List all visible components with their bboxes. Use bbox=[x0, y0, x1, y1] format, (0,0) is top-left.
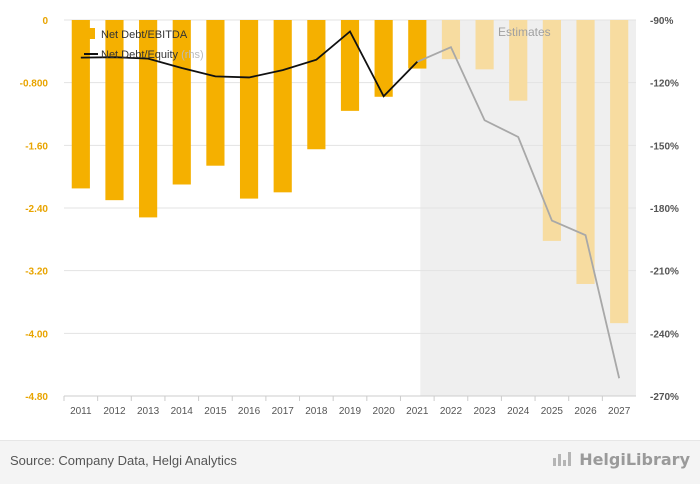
y-tick-label: -1.60 bbox=[25, 141, 48, 152]
bar-2019 bbox=[340, 20, 360, 111]
y2-tick-label: -150% bbox=[650, 141, 679, 152]
bar-2012 bbox=[105, 20, 124, 201]
bar-2023 bbox=[475, 20, 494, 70]
y2-tick-label: -90% bbox=[650, 16, 673, 27]
bar-2025 bbox=[542, 20, 561, 241]
y-tick-label: -0.800 bbox=[20, 79, 49, 90]
bar-2016 bbox=[239, 20, 259, 199]
x-tick-label: 2022 bbox=[440, 406, 463, 417]
y2-tick-label: -240% bbox=[650, 329, 679, 340]
footer: Source: Company Data, Helgi Analytics He… bbox=[0, 440, 700, 484]
bar-2027 bbox=[610, 20, 629, 324]
bar-2011 bbox=[71, 20, 90, 189]
bar-2022 bbox=[441, 20, 461, 60]
bar-2015 bbox=[206, 20, 225, 166]
x-tick-label: 2027 bbox=[608, 406, 631, 417]
y-tick-label: -2.40 bbox=[25, 204, 48, 215]
x-tick-label: 2016 bbox=[238, 406, 261, 417]
bar-2018 bbox=[307, 20, 326, 150]
bar-2024 bbox=[509, 20, 528, 101]
y2-tick-label: -270% bbox=[650, 392, 679, 403]
y-tick-label: -3.20 bbox=[25, 267, 48, 278]
y2-tick-label: -210% bbox=[650, 267, 679, 278]
legend-label-line: Net Debt/Equity (rhs) bbox=[101, 49, 204, 61]
x-tick-label: 2013 bbox=[137, 406, 160, 417]
bar-2021 bbox=[408, 20, 427, 69]
line-series-actual bbox=[80, 30, 418, 98]
x-tick-label: 2020 bbox=[373, 406, 396, 417]
legend-label-bar: Net Debt/EBITDA bbox=[101, 29, 188, 41]
chart: 0 -0.800 -1.60 -2.40 -3.20 -4.00 -4.80 -90% -120… bbox=[20, 16, 679, 417]
x-tick-label: 2025 bbox=[541, 406, 564, 417]
estimates-label: Estimates bbox=[498, 25, 551, 39]
x-tick-label: 2023 bbox=[473, 406, 496, 417]
y2-tick-label: -120% bbox=[650, 79, 679, 90]
x-tick-label: 2019 bbox=[339, 406, 362, 417]
brand-text: HelgiLibrary bbox=[579, 450, 690, 469]
bar-2014 bbox=[172, 20, 191, 185]
x-tick-label: 2015 bbox=[204, 406, 227, 417]
x-tick-label: 2024 bbox=[507, 406, 530, 417]
x-tick-label: 2014 bbox=[171, 406, 194, 417]
x-tick-label: 2018 bbox=[305, 406, 328, 417]
brand-logo[interactable]: HelgiLibrary bbox=[553, 450, 690, 469]
x-tick-label: 2026 bbox=[574, 406, 597, 417]
y2-tick-label: -180% bbox=[650, 204, 679, 215]
source-text: Source: Company Data, Helgi Analytics bbox=[10, 453, 237, 468]
y-tick-label: 0 bbox=[42, 16, 48, 27]
legend-label-line-suffix: (rhs) bbox=[181, 49, 204, 61]
bar-2026 bbox=[576, 20, 595, 284]
x-tick-label: 2011 bbox=[70, 406, 92, 417]
bar-2013 bbox=[139, 20, 158, 218]
y-tick-label: -4.00 bbox=[25, 329, 48, 340]
x-tick-label: 2021 bbox=[406, 406, 429, 417]
bar-2017 bbox=[273, 20, 292, 193]
y-tick-label: -4.80 bbox=[25, 392, 48, 403]
x-tick-label: 2017 bbox=[272, 406, 295, 417]
x-tick-label: 2012 bbox=[103, 406, 126, 417]
bar-chart-icon bbox=[553, 452, 576, 466]
line-series-estimates bbox=[416, 45, 621, 379]
legend-swatch-bar bbox=[87, 28, 95, 39]
bar-2020 bbox=[374, 20, 393, 97]
